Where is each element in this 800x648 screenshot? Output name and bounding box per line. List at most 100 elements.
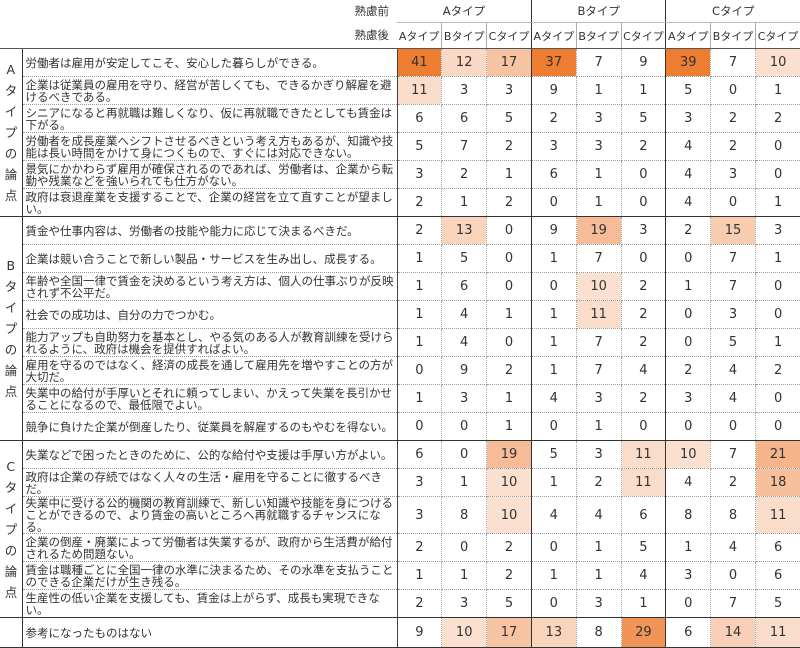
count-cell: 6 xyxy=(755,561,800,590)
count-cell: 1 xyxy=(531,300,577,329)
statement-text: 参考になったものはない xyxy=(22,617,398,648)
count-cell: 8 xyxy=(576,617,622,648)
count-cell: 3 xyxy=(665,104,712,133)
count-cell: 2 xyxy=(665,216,712,245)
count-cell: 7 xyxy=(576,328,622,357)
count-cell: 4 xyxy=(531,384,577,413)
count-cell: 6 xyxy=(441,272,488,301)
count-cell: 0 xyxy=(441,440,488,469)
count-cell: 11 xyxy=(755,617,800,648)
count-cell: 4 xyxy=(710,384,756,413)
count-cell: 5 xyxy=(621,104,667,133)
count-cell: 2 xyxy=(397,589,443,618)
count-cell: 2 xyxy=(531,104,577,133)
group-label: Aタイプの論点 xyxy=(0,48,23,217)
count-cell: 2 xyxy=(621,300,667,329)
count-cell: 7 xyxy=(710,272,756,301)
table-row: 雇用を守るのではなく、経済の成長を通して雇用先を増やすことの方が大切だ。 0 9 2 1… xyxy=(0,356,800,385)
count-cell: 3 xyxy=(576,384,622,413)
count-cell: 1 xyxy=(576,76,622,105)
count-cell: 0 xyxy=(710,76,756,105)
count-cell: 13 xyxy=(531,617,577,648)
group-label: Bタイプの論点 xyxy=(0,216,23,441)
count-cell: 17 xyxy=(486,617,532,648)
count-cell: 0 xyxy=(755,384,800,413)
count-cell: 8 xyxy=(665,496,712,534)
after-type-header: Cタイプ xyxy=(621,22,667,49)
count-cell: 3 xyxy=(576,440,622,469)
count-cell: 2 xyxy=(397,533,443,562)
statement-text: 政府は衰退産業を支援することで、企業の経営を立て直すことが望ましい。 xyxy=(22,188,398,217)
count-cell: 7 xyxy=(710,589,756,618)
count-cell: 5 xyxy=(441,244,488,273)
count-cell: 3 xyxy=(441,384,488,413)
count-cell: 8 xyxy=(710,496,756,534)
count-cell: 1 xyxy=(755,188,800,217)
count-cell: 0 xyxy=(486,244,532,273)
count-cell: 1 xyxy=(755,328,800,357)
count-cell: 0 xyxy=(621,160,667,189)
count-cell: 2 xyxy=(710,468,756,497)
count-cell: 1 xyxy=(486,160,532,189)
count-cell: 11 xyxy=(621,440,667,469)
table-row: 生産性の低い企業を支援しても、賃金は上がらず、成長も実現できない。 2 3 5 0 3 1 0… xyxy=(0,589,800,618)
count-cell: 0 xyxy=(755,412,800,441)
before-type-b-header: Bタイプ xyxy=(531,0,667,23)
count-cell: 3 xyxy=(576,104,622,133)
after-type-header: Bタイプ xyxy=(576,22,622,49)
statement-text: 労働者は雇用が安定してこそ、安心した暮らしができる。 xyxy=(22,48,398,77)
count-cell: 1 xyxy=(531,244,577,273)
count-cell: 1 xyxy=(755,76,800,105)
count-cell: 19 xyxy=(576,216,622,245)
count-cell: 2 xyxy=(486,533,532,562)
before-deliberation-label: 熟慮前 xyxy=(354,4,390,19)
statement-text: 失業などで困ったときのために、公的な給付や支援は手厚い方がよい。 xyxy=(22,440,398,469)
table-row: 失業中の給付が手厚いとそれに頼ってしまい、かえって失業を長引かせることになるので… xyxy=(0,384,800,413)
count-cell: 7 xyxy=(576,48,622,77)
count-cell: 2 xyxy=(710,132,756,161)
count-cell: 3 xyxy=(710,300,756,329)
count-cell: 4 xyxy=(665,160,712,189)
count-cell: 0 xyxy=(531,533,577,562)
count-cell: 6 xyxy=(531,160,577,189)
count-cell: 0 xyxy=(665,244,712,273)
after-type-header: Aタイプ xyxy=(665,22,712,49)
count-cell: 0 xyxy=(531,188,577,217)
statement-text: 能力アップも自助努力を基本とし、やる気のある人が教育訓練を受けられるように、政府… xyxy=(22,328,398,357)
count-cell: 10 xyxy=(486,496,532,534)
after-type-header: Cタイプ xyxy=(486,22,532,49)
count-cell: 0 xyxy=(621,244,667,273)
count-cell: 0 xyxy=(755,160,800,189)
statement-text: 企業の倒産・廃業によって労働者は失業するが、政府から生活費が給付されるため問題な… xyxy=(22,533,398,562)
count-cell: 1 xyxy=(665,533,712,562)
statement-text: 雇用を守るのではなく、経済の成長を通して雇用先を増やすことの方が大切だ。 xyxy=(22,356,398,385)
table-row: 政府は衰退産業を支援することで、企業の経営を立て直すことが望ましい。 2 1 2 0 1 0… xyxy=(0,188,800,217)
count-cell: 3 xyxy=(665,561,712,590)
count-cell: 3 xyxy=(397,468,443,497)
statement-text: 失業中の給付が手厚いとそれに頼ってしまい、かえって失業を長引かせることになるので… xyxy=(22,384,398,413)
count-cell: 10 xyxy=(441,617,488,648)
count-cell: 39 xyxy=(665,48,712,77)
count-cell: 9 xyxy=(621,48,667,77)
count-cell: 4 xyxy=(710,533,756,562)
count-cell: 0 xyxy=(441,533,488,562)
statement-text: 労働者を成長産業へシフトさせるべきという考え方もあるが、知識や技能は長い時間をか… xyxy=(22,132,398,161)
count-cell: 6 xyxy=(755,533,800,562)
count-cell: 5 xyxy=(621,533,667,562)
count-cell: 4 xyxy=(576,496,622,534)
count-cell: 7 xyxy=(710,48,756,77)
count-cell: 1 xyxy=(621,589,667,618)
count-cell: 15 xyxy=(710,216,756,245)
statement-text: 年齢や全国一律で賃金を決めるという考え方は、個人の仕事ぶりが反映されず不公平だ。 xyxy=(22,272,398,301)
count-cell: 0 xyxy=(531,272,577,301)
count-cell: 5 xyxy=(665,76,712,105)
table-row: Bタイプの論点 賃金や仕事内容は、労働者の技能や能力に応じて決まるべきだ。 2 13 0… xyxy=(0,216,800,441)
count-cell: 37 xyxy=(531,48,577,77)
count-cell: 1 xyxy=(531,468,577,497)
count-cell: 21 xyxy=(755,440,800,469)
count-cell: 4 xyxy=(665,188,712,217)
count-cell: 0 xyxy=(755,132,800,161)
count-cell: 0 xyxy=(710,561,756,590)
count-cell: 3 xyxy=(621,216,667,245)
